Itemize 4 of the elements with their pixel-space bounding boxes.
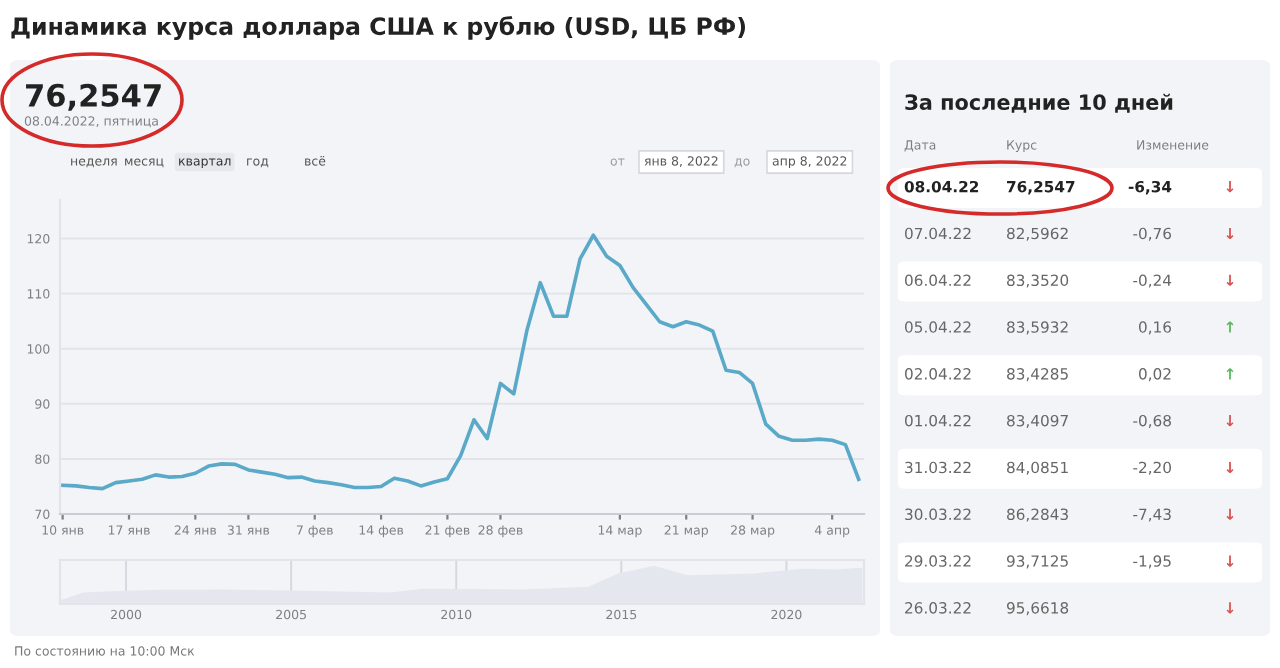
text: 76,2547 <box>26 83 161 111</box>
chart-title: Динамика курса доллара США к рублю (USD, ЦБ РФ) <box>11 16 746 40</box>
text: За последние 10 дней <box>905 93 1173 113</box>
line-series <box>60 233 861 491</box>
